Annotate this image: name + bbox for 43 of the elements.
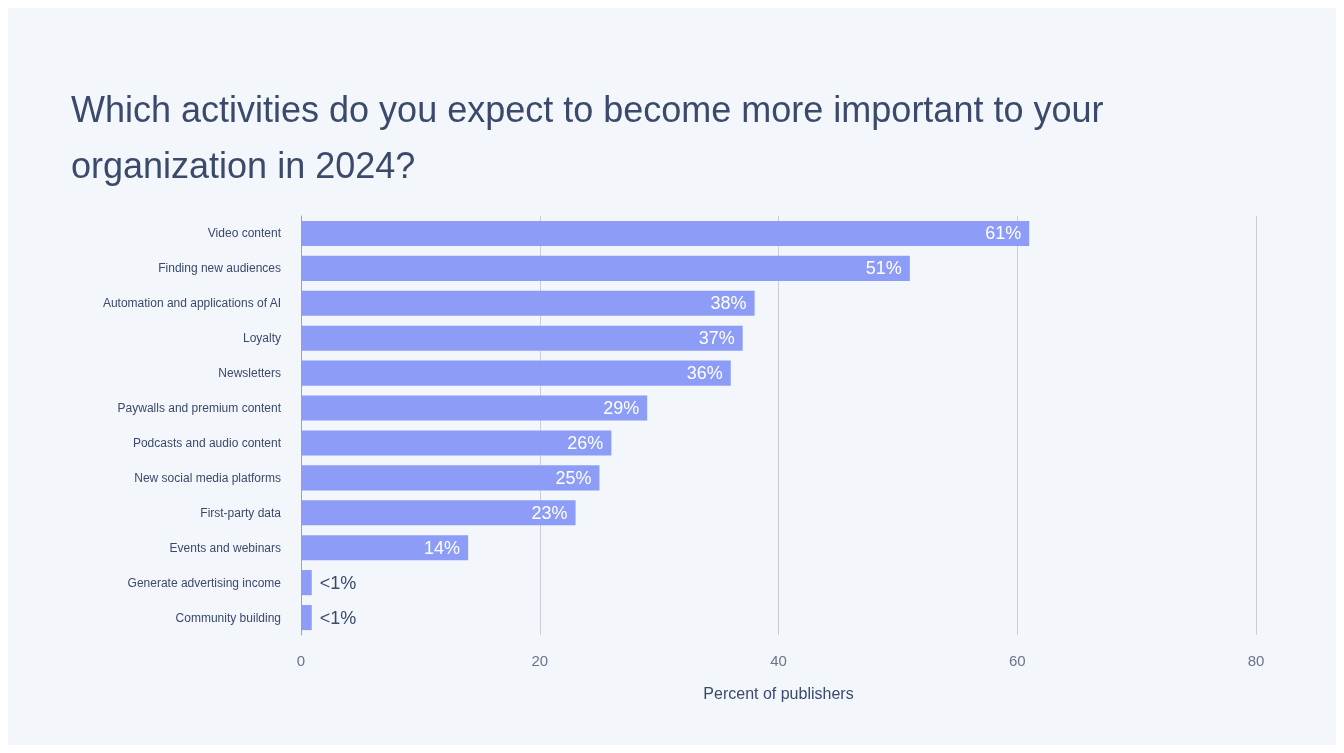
data-label: 25%	[555, 467, 592, 488]
data-label: 51%	[865, 258, 902, 279]
bar	[301, 500, 576, 526]
x-tick-label: 20	[531, 652, 549, 669]
bar	[301, 395, 648, 421]
data-label: <1%	[319, 607, 357, 628]
x-tick-label: 60	[1008, 652, 1026, 669]
bar	[301, 255, 910, 281]
bar	[301, 535, 469, 561]
y-tick-label: Community building	[175, 610, 281, 625]
bar	[301, 430, 612, 456]
bar	[301, 465, 600, 491]
x-tick-label: 0	[296, 652, 306, 669]
data-label: 23%	[531, 502, 568, 523]
data-label: 26%	[567, 432, 604, 453]
bar	[301, 360, 731, 386]
x-tick-label: 80	[1247, 652, 1265, 669]
y-tick-label: New social media platforms	[134, 470, 281, 485]
y-tick-label: Newsletters	[218, 366, 281, 381]
data-label: 29%	[603, 398, 640, 419]
y-tick-label: Generate advertising income	[127, 575, 282, 590]
data-label: 61%	[985, 223, 1022, 244]
y-tick-label: Finding new audiences	[158, 261, 281, 276]
x-axis-title: Percent of publishers	[703, 684, 854, 702]
data-label: 14%	[424, 537, 461, 558]
bar	[301, 290, 755, 316]
chart-title: Which activities do you expect to become more important to your organization in 2024?	[71, 88, 1114, 186]
x-tick-label: 40	[770, 652, 787, 669]
bar	[301, 220, 1030, 247]
y-tick-label: Events and webinars	[169, 540, 281, 555]
y-tick-label: Video content	[207, 226, 282, 241]
bar	[301, 570, 312, 596]
y-tick-label: First-party data	[200, 505, 282, 520]
bar	[301, 604, 312, 631]
y-tick-label: Automation and applications of AI	[102, 296, 281, 311]
data-label: 36%	[686, 363, 723, 384]
y-tick-label: Paywalls and premium content	[117, 401, 282, 416]
y-tick-label: Podcasts and audio content	[132, 435, 282, 450]
y-tick-label: Loyalty	[242, 331, 281, 346]
data-label: <1%	[319, 572, 357, 593]
data-label: 38%	[710, 293, 747, 314]
data-label: 37%	[698, 328, 735, 349]
bar	[301, 325, 743, 351]
